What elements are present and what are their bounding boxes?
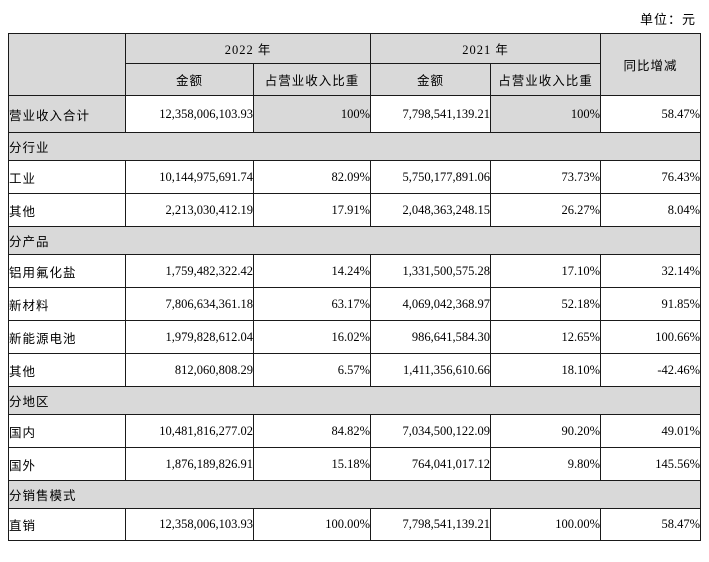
cell-yoy: 32.14% (600, 254, 702, 288)
cell-ratio-2022: 6.57% (252, 353, 372, 387)
cell-ratio-2022: 84.82% (252, 414, 372, 448)
table-row: 新材料 7,806,634,361.18 63.17% 4,069,042,36… (8, 287, 702, 321)
cell-amount-2022: 812,060,808.29 (125, 353, 254, 387)
cell-label: 营业收入合计 (8, 95, 126, 133)
cell-ratio-2021: 73.73% (490, 160, 602, 194)
cell-ratio-2021: 90.20% (490, 414, 602, 448)
cell-ratio-2021: 9.80% (490, 447, 602, 481)
cell-label: 其他 (8, 353, 126, 387)
header-row-years: 2022 年 2021 年 同比增减 (8, 33, 702, 96)
cell-yoy: 58.47% (600, 508, 702, 541)
table-row: 国外 1,876,189,826.91 15.18% 764,041,017.1… (8, 447, 702, 481)
cell-yoy: 8.04% (600, 193, 702, 227)
table-row: 其他 2,213,030,412.19 17.91% 2,048,363,248… (8, 193, 702, 227)
cell-ratio-2022: 100.00% (252, 508, 372, 541)
cell-amount-2021: 764,041,017.12 (370, 447, 492, 481)
unit-label: 单位：元 (639, 12, 696, 27)
cell-amount-2022: 1,876,189,826.91 (125, 447, 254, 481)
table-row: 其他 812,060,808.29 6.57% 1,411,356,610.66… (8, 353, 702, 387)
cell-amount-2022: 12,358,006,103.93 (125, 508, 254, 541)
cell-label: 直销 (8, 508, 126, 541)
cell-yoy: 49.01% (600, 414, 702, 448)
cell-ratio-2021: 52.18% (490, 287, 602, 321)
section-label: 分行业 (7, 132, 702, 161)
section-label: 分销售模式 (7, 480, 702, 509)
cell-ratio-2021: 12.65% (490, 320, 602, 354)
cell-ratio-2021: 17.10% (490, 254, 602, 288)
cell-amount-2021: 1,411,356,610.66 (370, 353, 492, 387)
table-row: 新能源电池 1,979,828,612.04 16.02% 986,641,58… (8, 320, 702, 354)
header-amount-2021: 金额 (370, 63, 492, 96)
cell-ratio-2022: 14.24% (252, 254, 372, 288)
cell-ratio-2021: 100% (490, 95, 602, 133)
table-row: 直销 12,358,006,103.93 100.00% 7,798,541,1… (8, 508, 702, 541)
cell-ratio-2022: 82.09% (252, 160, 372, 194)
table-row-total: 营业收入合计 12,358,006,103.93 100% 7,798,541,… (8, 95, 702, 133)
cell-yoy: 100.66% (600, 320, 702, 354)
header-yoy: 同比增减 (600, 33, 702, 96)
cell-label: 国内 (8, 414, 126, 448)
cell-ratio-2021: 100.00% (490, 508, 602, 541)
cell-amount-2021: 2,048,363,248.15 (370, 193, 492, 227)
cell-ratio-2022: 16.02% (252, 320, 372, 354)
cell-label: 新能源电池 (8, 320, 126, 354)
table-row: 铝用氟化盐 1,759,482,322.42 14.24% 1,331,500,… (8, 254, 702, 288)
cell-amount-2021: 7,798,541,139.21 (370, 508, 492, 541)
cell-ratio-2022: 100% (252, 95, 372, 133)
cell-label: 新材料 (8, 287, 126, 321)
section-row-product: 分产品 (7, 226, 702, 255)
table-row: 国内 10,481,816,277.02 84.82% 7,034,500,12… (8, 414, 702, 448)
cell-amount-2021: 986,641,584.30 (370, 320, 492, 354)
cell-label: 国外 (8, 447, 126, 481)
section-label: 分地区 (7, 386, 702, 415)
header-ratio-2022: 占营业收入比重 (252, 63, 372, 96)
header-year-2022: 2022 年 (124, 33, 372, 64)
cell-amount-2021: 7,034,500,122.09 (370, 414, 492, 448)
revenue-breakdown-table: 2022 年 2021 年 同比增减 金额 占营业收入比重 金额 占营业收入比重… (7, 33, 702, 541)
cell-amount-2022: 10,144,975,691.74 (125, 160, 254, 194)
cell-ratio-2022: 63.17% (252, 287, 372, 321)
cell-amount-2021: 4,069,042,368.97 (370, 287, 492, 321)
cell-yoy: 91.85% (600, 287, 702, 321)
cell-yoy: 76.43% (600, 160, 702, 194)
cell-amount-2021: 1,331,500,575.28 (370, 254, 492, 288)
header-row-subcolumns: 金额 占营业收入比重 金额 占营业收入比重 (9, 63, 701, 96)
cell-ratio-2022: 15.18% (252, 447, 372, 481)
section-row-region: 分地区 (7, 386, 702, 415)
header-year-2021: 2021 年 (370, 33, 602, 64)
header-amount-2022: 金额 (125, 63, 254, 96)
cell-amount-2022: 2,213,030,412.19 (125, 193, 254, 227)
section-row-industry: 分行业 (7, 132, 702, 161)
cell-amount-2022: 1,759,482,322.42 (125, 254, 254, 288)
cell-yoy: -42.46% (600, 353, 702, 387)
cell-amount-2022: 12,358,006,103.93 (125, 95, 254, 133)
cell-label: 工业 (8, 160, 126, 194)
section-row-sales-model: 分销售模式 (7, 480, 702, 509)
header-empty-cell (8, 33, 126, 96)
cell-yoy: 145.56% (600, 447, 702, 481)
cell-amount-2022: 7,806,634,361.18 (125, 287, 254, 321)
table-row: 工业 10,144,975,691.74 82.09% 5,750,177,89… (8, 160, 702, 194)
cell-ratio-2021: 26.27% (490, 193, 602, 227)
cell-amount-2021: 5,750,177,891.06 (370, 160, 492, 194)
cell-ratio-2021: 18.10% (490, 353, 602, 387)
cell-ratio-2022: 17.91% (252, 193, 372, 227)
cell-amount-2021: 7,798,541,139.21 (370, 95, 492, 133)
cell-label: 铝用氟化盐 (8, 254, 126, 288)
cell-amount-2022: 10,481,816,277.02 (125, 414, 254, 448)
cell-label: 其他 (8, 193, 126, 227)
section-label: 分产品 (7, 226, 702, 255)
cell-amount-2022: 1,979,828,612.04 (125, 320, 254, 354)
cell-yoy: 58.47% (600, 95, 702, 133)
header-ratio-2021: 占营业收入比重 (490, 63, 602, 96)
